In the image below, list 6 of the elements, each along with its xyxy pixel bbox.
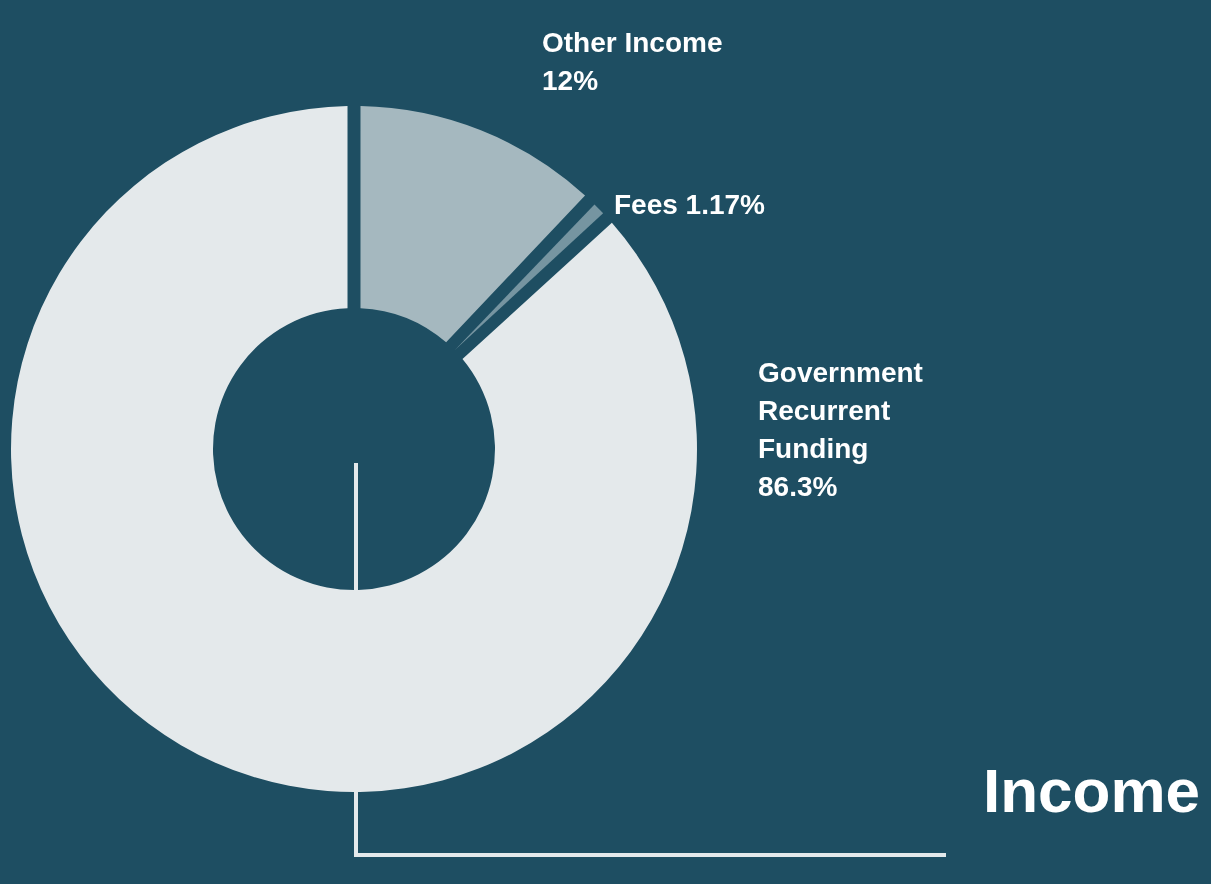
- slice-label: Government Recurrent Funding: [758, 357, 923, 464]
- text: Income: [982, 756, 1200, 825]
- slice-label: Other Income: [542, 27, 723, 58]
- data-label: 86.3%: [758, 471, 838, 502]
- data-label: 12%: [542, 65, 599, 96]
- slice-label: Fees 1.17%: [614, 189, 766, 220]
